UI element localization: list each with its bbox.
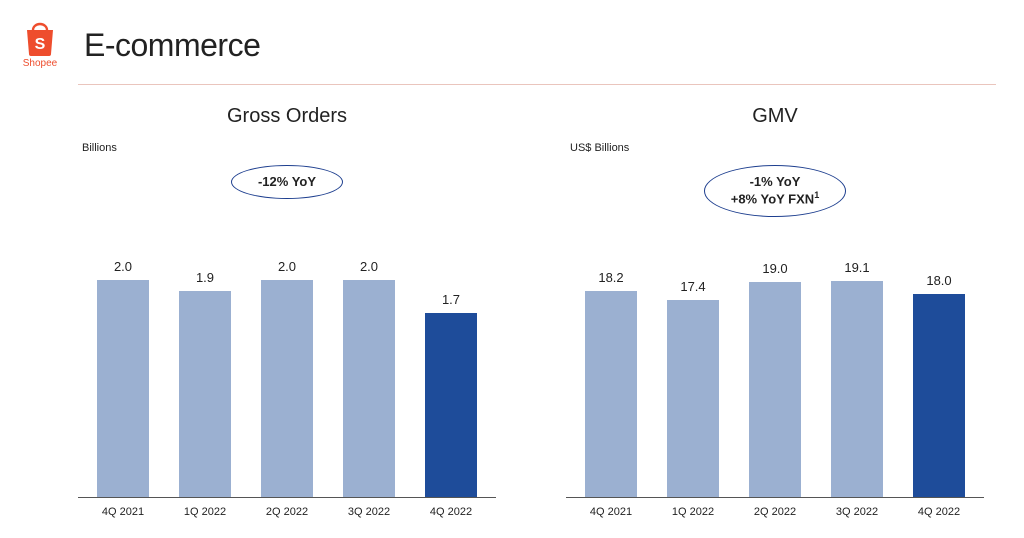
bar-value-label: 2.0 <box>360 259 378 274</box>
bar-slot: 17.4 <box>652 198 734 497</box>
x-tick-label: 4Q 2021 <box>570 506 652 518</box>
x-tick-label: 2Q 2022 <box>246 506 328 518</box>
bar <box>585 291 637 497</box>
bar <box>667 300 719 497</box>
x-tick-label: 1Q 2022 <box>652 506 734 518</box>
brand-name: Shopee <box>23 58 57 69</box>
bar-value-label: 1.9 <box>196 270 214 285</box>
bar-value-label: 2.0 <box>114 259 132 274</box>
chart-gmv: GMV US$ Billions -1% YoY+8% YoY FXN1 18.… <box>566 105 984 518</box>
bar-slot: 19.0 <box>734 198 816 497</box>
bar <box>343 280 395 497</box>
bar-value-label: 18.0 <box>926 273 951 288</box>
shopping-bag-icon: S <box>22 22 58 56</box>
bar-value-label: 2.0 <box>278 259 296 274</box>
bar-slot: 18.2 <box>570 198 652 497</box>
bar <box>97 280 149 497</box>
bar-slot: 19.1 <box>816 198 898 497</box>
bar-value-label: 19.0 <box>762 261 787 276</box>
x-tick-label: 3Q 2022 <box>328 506 410 518</box>
x-tick-label: 3Q 2022 <box>816 506 898 518</box>
chart-title: GMV <box>752 105 798 128</box>
x-tick-label: 4Q 2022 <box>898 506 980 518</box>
bar-value-label: 1.7 <box>442 292 460 307</box>
charts-container: Gross Orders Billions -12% YoY 2.01.92.0… <box>0 85 1024 538</box>
x-tick-label: 4Q 2022 <box>410 506 492 518</box>
bar <box>749 282 801 497</box>
bar-slot: 1.7 <box>410 198 492 497</box>
chart-plot: 2.0 1.9 2.0 2.0 1.7 <box>78 198 496 498</box>
bar-slot: 2.0 <box>328 198 410 497</box>
x-tick-label: 4Q 2021 <box>82 506 164 518</box>
bar-slot: 2.0 <box>82 198 164 497</box>
bar <box>425 313 477 497</box>
chart-unit: Billions <box>82 142 117 154</box>
x-tick-label: 1Q 2022 <box>164 506 246 518</box>
bar-slot: 2.0 <box>246 198 328 497</box>
bar <box>179 291 231 497</box>
bar-slot: 18.0 <box>898 198 980 497</box>
chart-unit: US$ Billions <box>570 142 629 154</box>
bar-slot: 1.9 <box>164 198 246 497</box>
chart-plot: 18.2 17.4 19.0 19.1 18.0 <box>566 198 984 498</box>
svg-text:S: S <box>35 36 46 53</box>
bar-value-label: 19.1 <box>844 260 869 275</box>
chart-xaxis: 4Q 20211Q 20222Q 20223Q 20224Q 2022 <box>566 498 984 518</box>
chart-title: Gross Orders <box>227 105 347 128</box>
chart-callout-wrap: -12% YoY <box>78 165 496 199</box>
chart-gross-orders: Gross Orders Billions -12% YoY 2.01.92.0… <box>78 105 496 518</box>
bar <box>913 294 965 497</box>
bar <box>261 280 313 497</box>
bar-value-label: 17.4 <box>680 279 705 294</box>
x-tick-label: 2Q 2022 <box>734 506 816 518</box>
chart-callout: -12% YoY <box>231 165 343 199</box>
bar <box>831 281 883 497</box>
chart-xaxis: 4Q 20211Q 20222Q 20223Q 20224Q 2022 <box>78 498 496 518</box>
bar-value-label: 18.2 <box>598 270 623 285</box>
brand-logo: S Shopee <box>16 18 64 72</box>
page-title: E-commerce <box>78 27 260 64</box>
header: S Shopee E-commerce <box>0 0 1024 84</box>
